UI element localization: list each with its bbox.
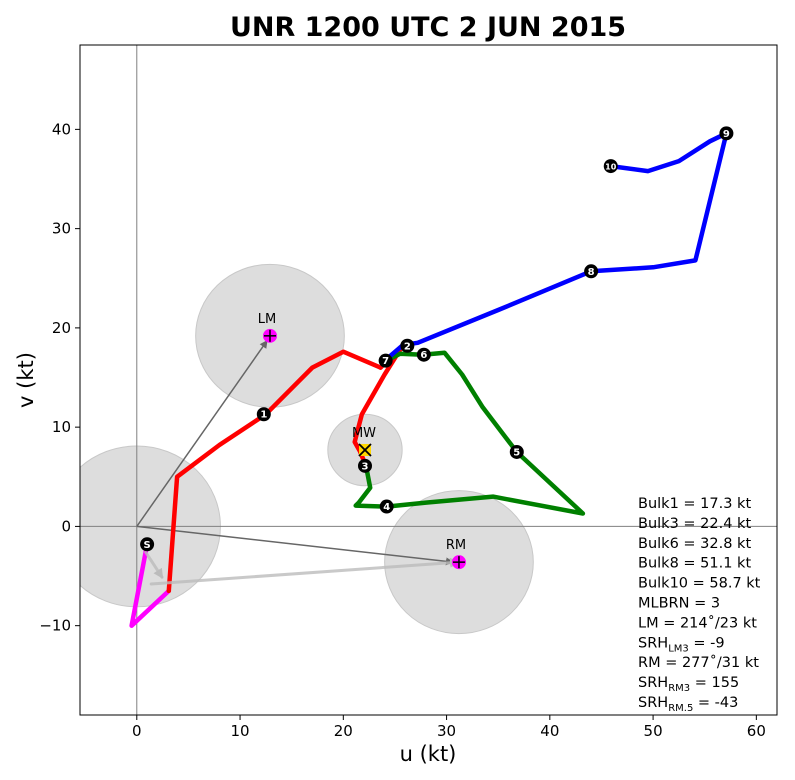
height-marker-label: 1	[260, 410, 267, 421]
height-marker-dot	[378, 353, 393, 368]
y-tick-label: 20	[52, 319, 71, 337]
height-marker-label: 2	[404, 341, 411, 352]
x-tick-label: 50	[644, 722, 663, 740]
hodograph-segment-4	[380, 131, 729, 365]
height-marker-5: 5	[509, 444, 524, 459]
y-axis-label: v (kt)	[14, 352, 38, 408]
x-axis-ticks: 0 10 20 30 40 50 60	[132, 715, 766, 740]
y-tick-label: −10	[39, 617, 71, 635]
x-tick-label: 20	[334, 722, 353, 740]
height-marker-4: 4	[379, 499, 394, 514]
plot-frame	[79, 44, 778, 716]
shear-vector	[149, 557, 461, 586]
height-marker-3: 3	[357, 458, 372, 473]
height-marker-dot	[584, 264, 599, 279]
storm-motion-circles	[80, 263, 534, 635]
rm-point: RM	[446, 538, 466, 570]
height-marker-label: 10	[605, 163, 617, 172]
stat-line: LM = 214˚/23 kt	[638, 614, 757, 631]
rm-vector	[136, 525, 454, 566]
surface-shear-arrow	[143, 550, 164, 579]
height-marker-dot	[140, 537, 155, 552]
height-marker-7: 7	[378, 353, 393, 368]
stat-line: Bulk10 = 58.7 kt	[638, 576, 761, 592]
lm-vector	[136, 340, 268, 527]
stat-line: Bulk3 = 22.4 kt	[638, 516, 751, 532]
lm-label: LM	[258, 312, 276, 327]
height-markers: S 1 2 3 4 5 6 7 8 9 10	[140, 126, 734, 552]
x-tick-label: 10	[231, 722, 250, 740]
storm-motion-points: LM RM MW	[258, 312, 466, 570]
height-marker-10: 10	[603, 159, 618, 174]
y-tick-label: 10	[52, 418, 71, 436]
y-tick-label: 30	[52, 220, 71, 238]
height-marker-label: S	[144, 540, 151, 551]
stat-line: MLBRN = 3	[638, 596, 720, 612]
y-axis-ticks: −10 0 10 20 30 40	[39, 120, 80, 635]
x-tick-label: 0	[132, 722, 142, 740]
x-tick-label: 30	[437, 722, 456, 740]
x-tick-label: 60	[747, 722, 766, 740]
chart-title: UNR 1200 UTC 2 JUN 2015	[230, 12, 626, 43]
x-tick-label: 40	[540, 722, 559, 740]
mw-x-b	[358, 443, 372, 457]
height-marker-8: 8	[584, 264, 599, 279]
height-marker-dot	[379, 499, 394, 514]
stat-line: Bulk6 = 32.8 kt	[638, 536, 751, 552]
height-marker-1: 1	[256, 407, 271, 422]
height-marker-dot	[416, 347, 431, 362]
height-marker-label: 8	[588, 267, 595, 278]
height-marker-dot	[400, 338, 415, 353]
height-marker-2: 2	[400, 338, 415, 353]
rm-label: RM	[446, 538, 466, 553]
stat-line: SRHRM3 = 155	[638, 675, 739, 694]
hodograph-traces	[129, 131, 729, 628]
x-axis-label: u (kt)	[400, 742, 457, 766]
height-marker-dot	[256, 407, 271, 422]
stats-panel: Bulk1 = 17.3 kt Bulk3 = 22.4 kt Bulk6 = 32…	[638, 496, 761, 714]
stat-line: RM = 277˚/31 kt	[638, 654, 759, 671]
mw-label: MW	[352, 426, 376, 441]
stat-line: Bulk8 = 51.1 kt	[638, 556, 751, 572]
height-marker-dot	[719, 126, 734, 141]
mw-point: MW	[352, 426, 376, 457]
height-marker-label: 4	[383, 502, 390, 513]
height-marker-label: 3	[362, 461, 369, 472]
y-tick-label: 40	[52, 120, 71, 138]
height-marker-dot	[603, 159, 618, 174]
stat-line: SRHLM3 = -9	[638, 635, 725, 654]
stat-line: Bulk1 = 17.3 kt	[638, 496, 751, 512]
height-marker-6: 6	[416, 347, 431, 362]
height-marker-dot	[357, 458, 372, 473]
height-marker-label: 9	[723, 129, 730, 140]
height-marker-label: 7	[382, 356, 389, 367]
storm-motion-vectors	[136, 340, 454, 566]
height-marker-label: 5	[513, 447, 520, 458]
height-marker-9: 9	[719, 126, 734, 141]
height-marker-dot	[509, 444, 524, 459]
hodograph-segment-0	[129, 542, 172, 628]
plot-area: S 1 2 3 4 5 6 7 8 9 10 LM RM MW	[80, 45, 777, 715]
height-marker-label: 6	[420, 350, 427, 361]
y-tick-label: 0	[61, 517, 71, 535]
height-marker-S: S	[140, 537, 155, 552]
lm-point: LM	[258, 312, 277, 343]
stat-line: SRHRM.5 = -43	[638, 695, 738, 714]
